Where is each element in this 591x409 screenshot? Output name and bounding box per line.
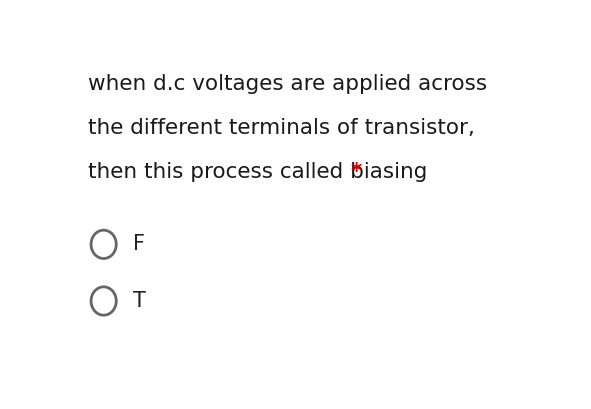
Text: when d.c voltages are applied across: when d.c voltages are applied across xyxy=(87,74,487,94)
Text: F: F xyxy=(134,234,145,254)
Text: T: T xyxy=(134,291,147,311)
Text: *: * xyxy=(351,162,362,182)
Text: then this process called biasing: then this process called biasing xyxy=(87,162,434,182)
Text: the different terminals of transistor,: the different terminals of transistor, xyxy=(87,118,475,138)
